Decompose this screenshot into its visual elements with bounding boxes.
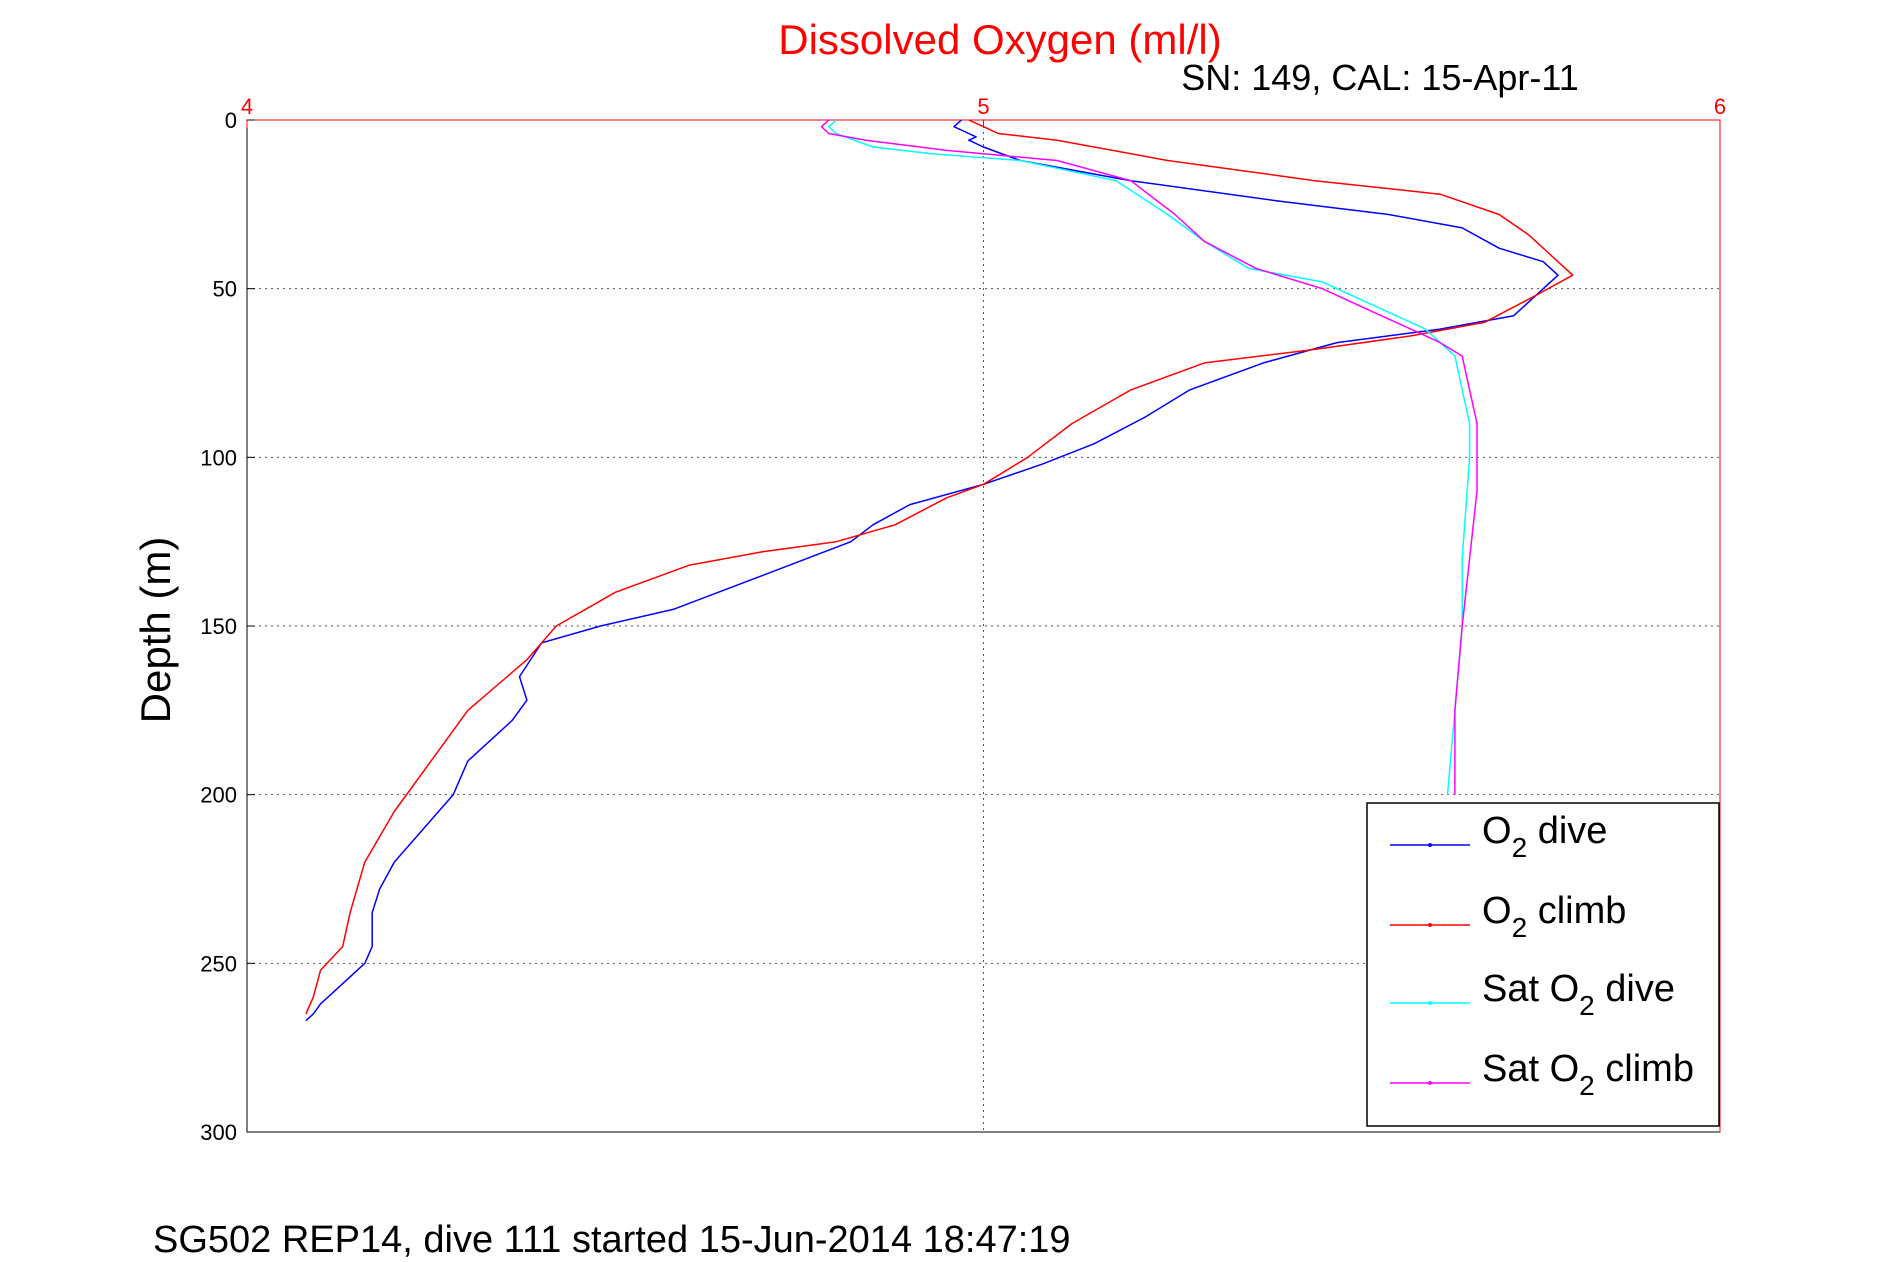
y-tick-label: 100 (200, 445, 237, 470)
x-tick-label: 5 (977, 94, 989, 119)
legend-marker (1428, 1001, 1432, 1005)
y-tick-label: 200 (200, 783, 237, 808)
y-tick-label: 50 (213, 277, 237, 302)
series-line-2 (305, 119, 1574, 1015)
legend-label: Sat O2 climb (1482, 1048, 1694, 1101)
legend-label: O2 climb (1482, 890, 1626, 943)
chart-title: Dissolved Oxygen (ml/l) (778, 16, 1221, 63)
series-line-1 (305, 119, 1559, 1022)
x-tick-label: 6 (1714, 94, 1726, 119)
legend-label: Sat O2 dive (1482, 968, 1675, 1021)
footer-text: SG502 REP14, dive 111 started 15-Jun-201… (153, 1219, 1071, 1261)
data-series (305, 119, 1574, 1022)
grid (247, 120, 1720, 1132)
legend-entries: O2 dive O2 climb Sat O2 dive Sat O2 climb (1390, 810, 1694, 1101)
legend-marker (1428, 923, 1432, 927)
y-tick-label: 0 (225, 108, 237, 133)
chart-subtitle: SN: 149, CAL: 15-Apr-11 (1181, 57, 1579, 98)
legend: O2 dive O2 climb Sat O2 dive Sat O2 climb (1366, 802, 1720, 1127)
x-tick-labels: 4 5 6 (241, 94, 1726, 128)
series-line-3 (828, 119, 1471, 795)
legend-box (1366, 802, 1720, 1127)
legend-marker (1428, 843, 1432, 847)
y-tick-labels: 0 50 100 150 200 250 300 (200, 108, 255, 1145)
y-axis-label: Depth (m) (132, 537, 179, 724)
legend-marker (1428, 1081, 1432, 1085)
series-line-4 (820, 119, 1478, 795)
legend-label: O2 dive (1482, 810, 1607, 863)
y-tick-label: 150 (200, 614, 237, 639)
y-tick-label: 250 (200, 951, 237, 976)
y-tick-label: 300 (200, 1120, 237, 1145)
x-tick-label: 4 (241, 94, 253, 119)
